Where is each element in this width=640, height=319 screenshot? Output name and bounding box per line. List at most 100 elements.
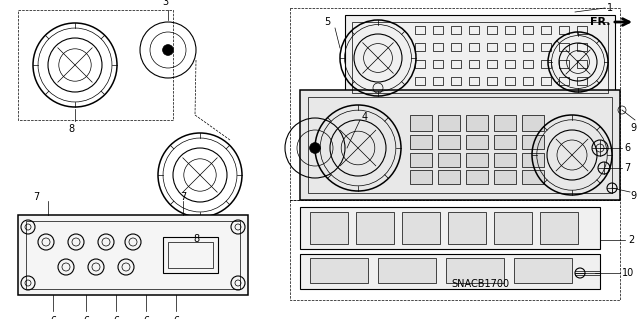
Bar bbox=[451, 26, 461, 34]
Text: 7: 7 bbox=[33, 192, 39, 202]
Bar bbox=[438, 135, 460, 149]
Text: 4: 4 bbox=[362, 112, 368, 122]
Bar bbox=[26, 221, 240, 289]
Bar bbox=[541, 77, 551, 85]
Text: 7: 7 bbox=[180, 192, 186, 202]
Bar bbox=[448, 212, 486, 244]
Bar bbox=[410, 153, 432, 167]
Bar bbox=[451, 77, 461, 85]
Bar bbox=[577, 43, 587, 51]
Bar bbox=[451, 60, 461, 68]
Bar bbox=[310, 258, 368, 283]
Bar bbox=[410, 170, 432, 184]
Text: SNACB1700: SNACB1700 bbox=[451, 279, 509, 289]
Bar bbox=[487, 26, 497, 34]
Bar bbox=[469, 77, 479, 85]
Bar bbox=[300, 207, 600, 249]
Bar bbox=[494, 153, 516, 167]
Bar bbox=[378, 258, 436, 283]
Text: 6: 6 bbox=[83, 316, 89, 319]
Bar bbox=[523, 26, 533, 34]
Bar bbox=[438, 153, 460, 167]
Bar bbox=[541, 26, 551, 34]
Bar bbox=[514, 258, 572, 283]
Polygon shape bbox=[300, 90, 620, 200]
Bar bbox=[522, 170, 544, 184]
Bar bbox=[168, 242, 213, 268]
Text: 6: 6 bbox=[143, 316, 149, 319]
Bar bbox=[523, 43, 533, 51]
Bar bbox=[505, 77, 515, 85]
Text: 5: 5 bbox=[324, 17, 330, 27]
Text: 6: 6 bbox=[113, 316, 119, 319]
Bar bbox=[438, 170, 460, 184]
Bar bbox=[541, 43, 551, 51]
Text: 2: 2 bbox=[628, 235, 634, 245]
Bar bbox=[494, 135, 516, 149]
Text: 6: 6 bbox=[50, 316, 56, 319]
Bar bbox=[410, 115, 432, 131]
Bar bbox=[577, 77, 587, 85]
Bar bbox=[487, 60, 497, 68]
Bar bbox=[487, 77, 497, 85]
Bar bbox=[433, 26, 443, 34]
Bar bbox=[410, 135, 432, 149]
Polygon shape bbox=[345, 15, 615, 100]
Bar bbox=[433, 77, 443, 85]
Bar bbox=[163, 237, 218, 273]
Bar bbox=[446, 258, 504, 283]
Bar bbox=[505, 60, 515, 68]
Bar bbox=[466, 153, 488, 167]
Text: 1: 1 bbox=[607, 3, 613, 13]
Bar bbox=[559, 43, 569, 51]
Bar bbox=[523, 77, 533, 85]
Bar bbox=[469, 60, 479, 68]
Bar bbox=[469, 43, 479, 51]
Bar bbox=[505, 43, 515, 51]
Text: 10: 10 bbox=[622, 268, 634, 278]
Text: 8: 8 bbox=[193, 234, 199, 244]
Bar bbox=[415, 60, 425, 68]
Bar bbox=[290, 8, 620, 200]
Text: 6: 6 bbox=[173, 316, 179, 319]
Bar bbox=[433, 43, 443, 51]
Bar bbox=[433, 60, 443, 68]
Text: 7: 7 bbox=[624, 163, 630, 173]
Bar bbox=[577, 26, 587, 34]
Bar bbox=[494, 212, 532, 244]
Bar bbox=[469, 26, 479, 34]
Bar bbox=[415, 26, 425, 34]
Bar bbox=[577, 60, 587, 68]
Bar bbox=[559, 60, 569, 68]
Bar bbox=[451, 43, 461, 51]
Bar bbox=[505, 26, 515, 34]
Bar bbox=[541, 60, 551, 68]
Bar bbox=[18, 215, 248, 295]
Circle shape bbox=[163, 45, 173, 56]
Text: 6: 6 bbox=[624, 143, 630, 153]
Bar bbox=[487, 43, 497, 51]
Bar bbox=[523, 60, 533, 68]
Bar bbox=[522, 153, 544, 167]
Bar bbox=[415, 43, 425, 51]
Bar bbox=[300, 254, 600, 289]
Bar bbox=[466, 135, 488, 149]
Bar bbox=[466, 115, 488, 131]
Bar bbox=[290, 200, 620, 300]
Bar bbox=[494, 115, 516, 131]
Bar bbox=[522, 115, 544, 131]
Bar bbox=[356, 212, 394, 244]
Circle shape bbox=[310, 143, 321, 153]
Bar bbox=[438, 115, 460, 131]
Bar bbox=[559, 77, 569, 85]
Text: 3: 3 bbox=[162, 0, 168, 7]
Text: FR.: FR. bbox=[590, 17, 611, 27]
Text: 9: 9 bbox=[630, 191, 636, 201]
Bar bbox=[415, 77, 425, 85]
Bar bbox=[402, 212, 440, 244]
Bar bbox=[466, 170, 488, 184]
Text: 8: 8 bbox=[68, 124, 74, 134]
Bar bbox=[522, 135, 544, 149]
Text: 9: 9 bbox=[630, 123, 636, 133]
Bar bbox=[310, 212, 348, 244]
